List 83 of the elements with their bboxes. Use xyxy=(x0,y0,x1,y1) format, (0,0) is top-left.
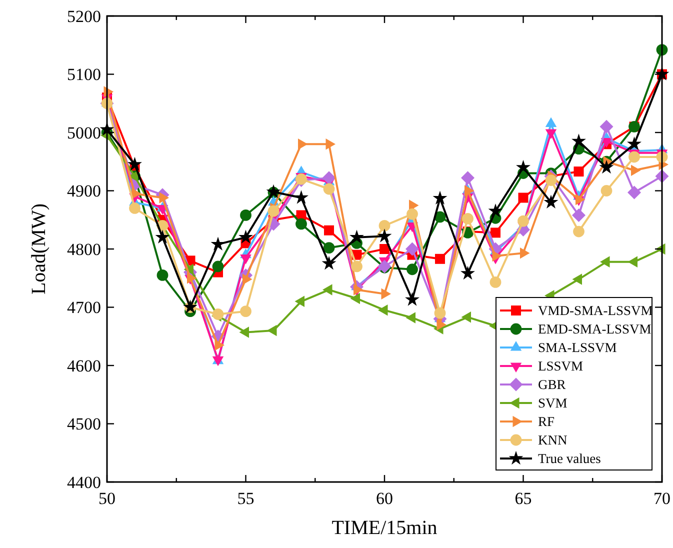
point xyxy=(545,117,557,128)
point xyxy=(156,270,168,281)
point xyxy=(212,260,224,272)
point xyxy=(627,136,642,150)
point xyxy=(462,213,474,224)
point xyxy=(461,171,474,185)
x-tick-label: 70 xyxy=(654,489,670,508)
point xyxy=(129,202,140,214)
legend-label: KNN xyxy=(538,432,568,448)
y-tick-label: 5100 xyxy=(67,65,101,84)
point xyxy=(350,230,364,244)
point xyxy=(490,276,502,288)
point xyxy=(432,190,448,204)
point xyxy=(572,208,586,222)
legend-label: RF xyxy=(538,414,556,430)
legend-label: VMD-SMA-LSSVM xyxy=(538,303,653,318)
point xyxy=(322,171,336,185)
y-tick-label: 5200 xyxy=(67,6,101,26)
point xyxy=(294,190,308,204)
x-tick-label: 50 xyxy=(98,489,116,508)
point xyxy=(159,192,169,204)
point xyxy=(377,228,392,242)
y-axis-title: Load(MW) xyxy=(28,203,50,295)
point xyxy=(128,156,142,171)
y-tick-label: 4700 xyxy=(67,298,101,318)
point xyxy=(378,220,390,232)
point xyxy=(381,288,391,300)
point xyxy=(296,218,307,230)
point xyxy=(544,194,558,209)
point xyxy=(460,266,475,280)
point xyxy=(599,160,614,174)
point xyxy=(518,192,528,203)
point xyxy=(574,166,584,177)
point xyxy=(435,254,445,264)
x-tick-label: 65 xyxy=(514,489,532,508)
point xyxy=(326,138,336,150)
x-tick-label: 60 xyxy=(376,489,393,508)
legend-label: GBR xyxy=(538,377,566,392)
point xyxy=(322,256,336,270)
y-tick-label: 5000 xyxy=(67,123,101,142)
legend-label: True values xyxy=(538,451,601,466)
point xyxy=(434,307,446,319)
point xyxy=(436,319,446,330)
point xyxy=(516,160,530,174)
point xyxy=(351,260,362,272)
point xyxy=(406,208,418,220)
point xyxy=(323,242,335,254)
point xyxy=(323,183,335,195)
y-tick-label: 4800 xyxy=(67,240,101,259)
point xyxy=(406,264,418,276)
legend-label: EMD-SMA-LSSVM xyxy=(538,322,652,337)
point xyxy=(492,250,502,262)
point xyxy=(240,210,252,221)
point xyxy=(490,228,500,238)
point xyxy=(240,306,252,318)
y-tick-label: 4400 xyxy=(67,472,101,492)
y-tick-label: 4900 xyxy=(67,182,101,201)
point xyxy=(600,120,614,134)
point xyxy=(628,151,640,163)
point xyxy=(406,242,419,256)
point xyxy=(488,204,503,218)
point xyxy=(573,226,584,238)
x-tick-label: 55 xyxy=(237,489,254,508)
point xyxy=(266,184,281,198)
point xyxy=(600,185,612,196)
legend-label: SVM xyxy=(538,396,568,411)
point xyxy=(324,225,334,236)
x-axis-title: TIME/15min xyxy=(332,517,438,539)
point xyxy=(214,339,224,351)
point xyxy=(155,230,170,244)
point xyxy=(628,186,641,200)
point xyxy=(238,230,253,244)
point xyxy=(572,134,586,148)
y-tick-label: 4600 xyxy=(67,356,101,376)
point xyxy=(268,205,280,217)
legend-label: SMA-LSSVM xyxy=(538,340,617,356)
point xyxy=(545,174,557,186)
point xyxy=(405,292,420,306)
y-tick-label: 4500 xyxy=(67,414,101,434)
point xyxy=(518,215,529,227)
legend-label: LSSVM xyxy=(538,358,584,374)
point xyxy=(212,308,224,320)
point xyxy=(380,244,390,254)
